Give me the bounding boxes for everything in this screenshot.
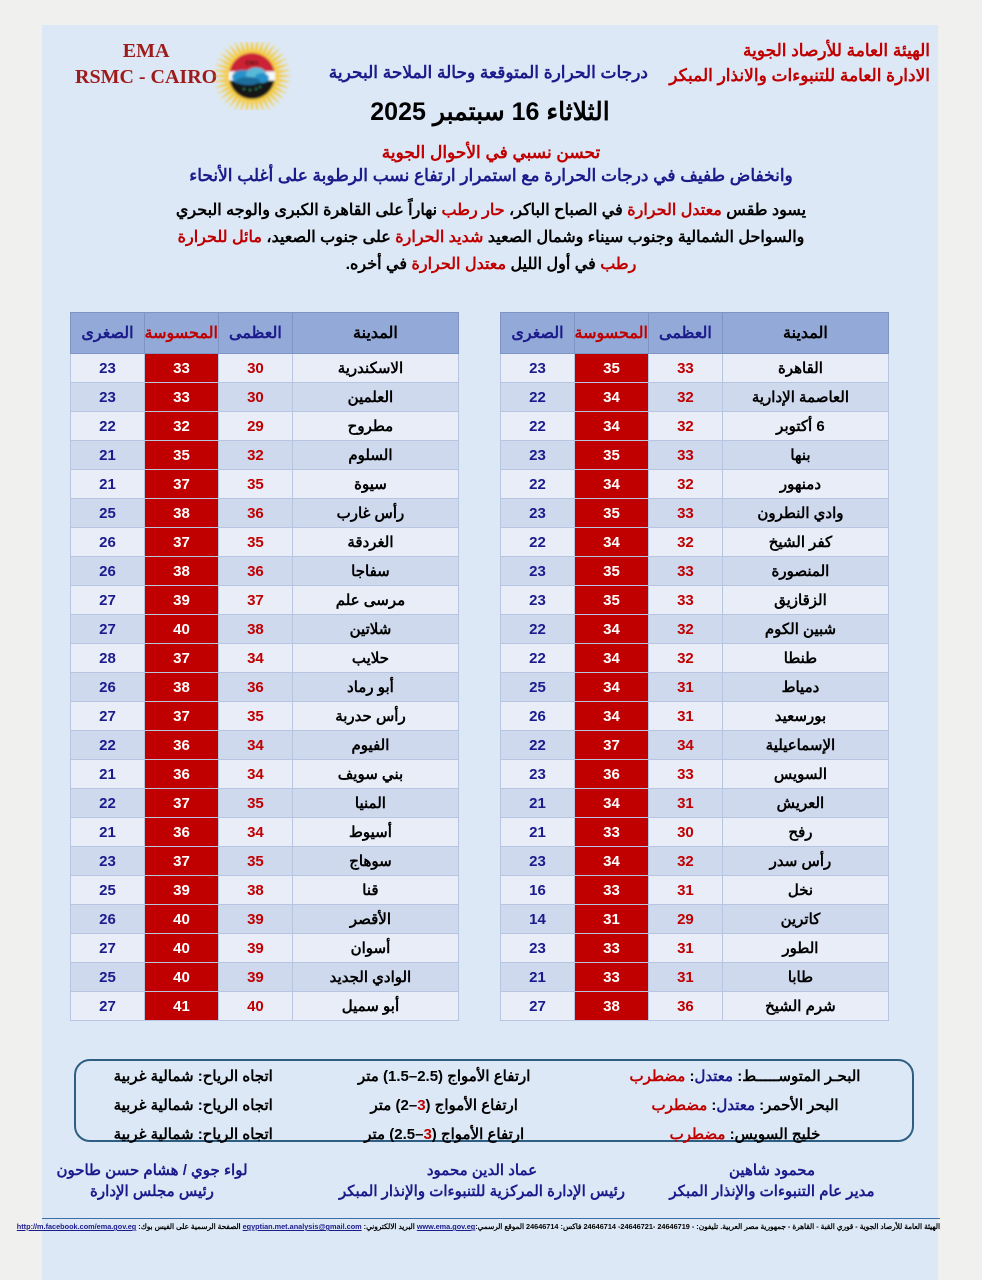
svg-text:EMA: EMA xyxy=(245,61,259,67)
